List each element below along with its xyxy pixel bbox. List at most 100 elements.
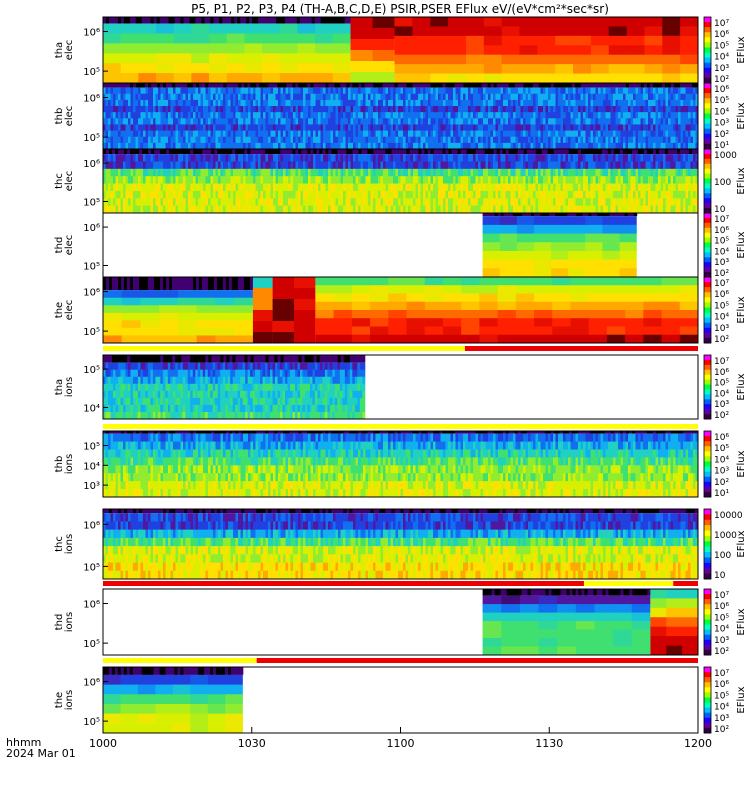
spectrogram-cell — [433, 176, 436, 185]
spectrogram-cell — [628, 168, 631, 177]
spectrogram-cell — [238, 161, 241, 170]
spectrogram-cell — [425, 161, 429, 170]
spectrogram-cell — [170, 124, 174, 132]
spectrogram-cell — [308, 87, 311, 95]
spectrogram-cell — [488, 183, 491, 192]
spectrogram-cell — [400, 124, 404, 132]
spectrogram-cell — [175, 205, 179, 214]
top-band-cell — [415, 83, 420, 88]
spectrogram-cell — [388, 190, 391, 199]
top-band-cell — [484, 83, 489, 88]
spectrogram-cell — [665, 124, 669, 132]
spectrogram-cell — [368, 124, 371, 132]
spectrogram-cell — [383, 176, 386, 185]
spectrogram-cell — [553, 183, 556, 192]
spectrogram-cell — [220, 106, 224, 113]
spectrogram-cell — [240, 198, 244, 207]
spectrogram-cell — [455, 142, 459, 150]
spectrogram-cell — [395, 106, 399, 113]
spectrogram-cell — [620, 130, 624, 138]
top-band-cell — [256, 83, 260, 88]
spectrogram-cell — [233, 205, 236, 214]
spectrogram-cell — [648, 205, 651, 214]
spectrogram-cell — [388, 118, 391, 125]
spectrogram-cell — [448, 136, 451, 144]
spectrogram-cell — [638, 154, 641, 162]
spectrogram-cell — [175, 124, 179, 132]
spectrogram-cell — [415, 87, 419, 95]
spectrogram-cell — [393, 87, 396, 95]
spectrogram-cell — [398, 161, 401, 170]
spectrogram-cell — [695, 183, 699, 192]
spectrogram-cell — [138, 99, 141, 107]
spectrogram-cell — [695, 198, 699, 207]
spectrogram-cell — [510, 176, 514, 185]
top-band-cell — [220, 149, 224, 155]
spectrogram-cell — [568, 154, 571, 162]
top-band-cell — [296, 17, 301, 24]
spectrogram-cell — [683, 205, 686, 214]
spectrogram-cell — [510, 130, 514, 138]
spectrogram-cell — [280, 198, 284, 207]
spectrogram-cell — [375, 190, 379, 199]
spectrogram-cell — [648, 190, 651, 199]
spectrogram-cell — [180, 205, 184, 214]
spectrogram-cell — [685, 106, 689, 113]
spectrogram-cell — [260, 198, 264, 207]
spectrogram-cell — [405, 205, 409, 214]
spectrogram-cell — [565, 142, 569, 150]
spectrogram-cell — [260, 93, 264, 101]
spectrogram-cell — [140, 205, 144, 214]
spectrogram-cell — [220, 168, 224, 177]
spectrogram-cell — [500, 176, 504, 185]
spectrogram-cell — [545, 87, 549, 95]
spectrogram-cell — [583, 106, 586, 113]
spectrogram-cell — [210, 198, 214, 207]
spectrogram-cell — [640, 124, 644, 132]
spectrogram-cell — [175, 112, 179, 119]
spectrogram-cell — [563, 161, 566, 170]
spectrogram-cell — [273, 112, 276, 119]
spectrogram-cell — [283, 142, 286, 150]
spectrogram-cell — [580, 106, 584, 113]
spectrogram-cell — [193, 205, 196, 214]
top-band-cell — [628, 149, 633, 155]
spectrogram-stripe — [209, 73, 227, 84]
spectrogram-cell — [630, 176, 634, 185]
spectrogram-cell — [128, 161, 131, 170]
spectrogram-stripe — [608, 45, 627, 56]
top-band-cell — [340, 83, 344, 88]
spectrogram-cell — [110, 183, 114, 192]
top-band-cell — [255, 17, 259, 24]
spectrogram-cell — [260, 161, 264, 170]
spectrogram-cell — [338, 142, 341, 150]
spectrogram-cell — [508, 136, 511, 144]
spectrogram-cell — [173, 106, 176, 113]
spectrogram-cell — [683, 112, 686, 119]
spectrogram-cell — [358, 198, 361, 207]
spectrogram-cell — [185, 168, 189, 177]
spectrogram-cell — [380, 190, 384, 199]
spectrogram-cell — [315, 142, 319, 150]
spectrogram-cell — [110, 205, 114, 214]
spectrogram-cell — [443, 124, 446, 132]
spectrogram-cell — [108, 142, 111, 150]
spectrogram-cell — [538, 112, 541, 119]
spectrogram-cell — [483, 168, 486, 177]
spectrogram-cell — [423, 183, 426, 192]
spectrogram-cell — [220, 99, 224, 107]
spectrogram-cell — [343, 124, 346, 132]
spectrogram-cell — [415, 190, 419, 199]
spectrogram-cell — [295, 99, 299, 107]
top-band-cell — [145, 83, 149, 88]
spectrogram-cell — [580, 190, 584, 199]
spectrogram-cell — [220, 154, 224, 162]
top-band-cell — [457, 149, 462, 155]
spectrogram-cell — [248, 168, 251, 177]
spectrogram-cell — [105, 183, 109, 192]
spectrogram-cell — [168, 161, 171, 170]
spectrogram-cell — [155, 136, 159, 144]
spectrogram-cell — [513, 205, 516, 214]
top-band-cell — [253, 83, 257, 88]
colorbar-tick-label: 10⁵ — [714, 96, 729, 106]
